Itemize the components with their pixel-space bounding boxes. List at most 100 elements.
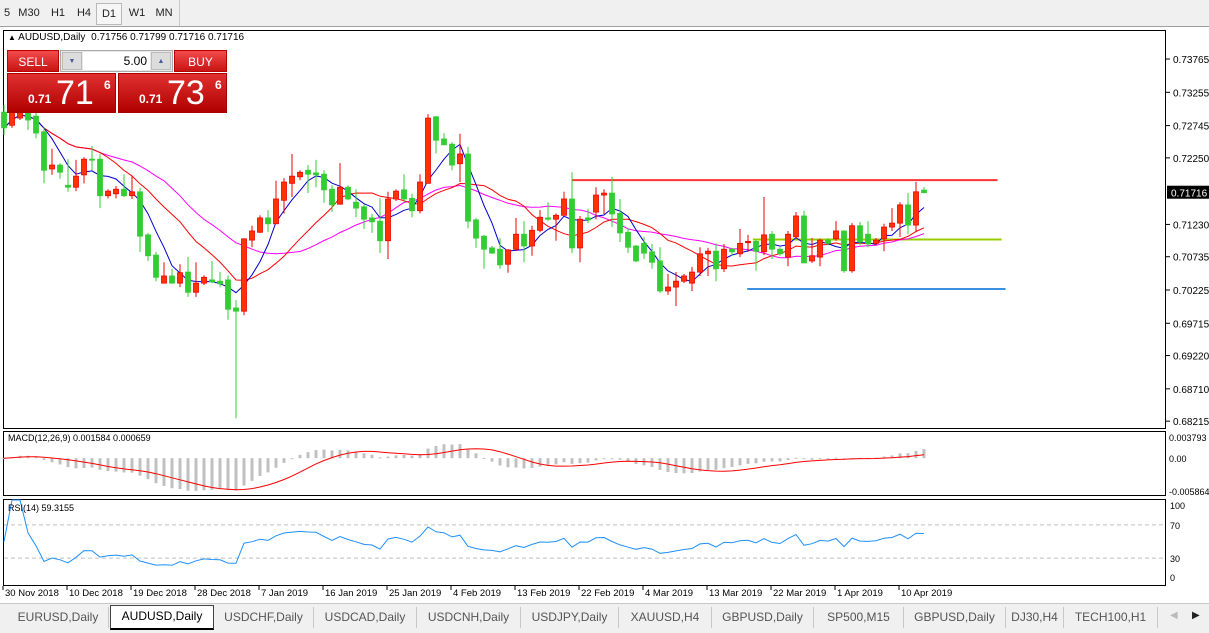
candle-body: [498, 249, 503, 265]
tabs-scroll-left-icon[interactable]: ◀: [1170, 610, 1178, 621]
tab-usdcad-daily[interactable]: USDCAD,Daily: [314, 607, 417, 628]
macd-histogram-bar: [755, 458, 758, 463]
candle-body: [114, 189, 119, 194]
date-tick-label: 4 Mar 2019: [645, 588, 693, 599]
tab-gbpusd-daily-2[interactable]: GBPUSD,Daily: [904, 607, 1006, 628]
tab-tech100-h1[interactable]: TECH100,H1: [1064, 607, 1158, 628]
candle-body: [290, 176, 295, 183]
macd-histogram-bar: [251, 458, 254, 481]
candle-body: [866, 234, 871, 244]
candle-body: [418, 182, 423, 211]
macd-histogram-bar: [803, 458, 806, 459]
chart-tabs-bar: EURUSD,Daily AUDUSD,Daily USDCHF,Daily U…: [0, 603, 1209, 633]
date-tick-label: 7 Jan 2019: [261, 588, 308, 599]
candle: [802, 211, 807, 263]
price-tick-label: 0.73255: [1173, 88, 1209, 99]
macd-histogram-bar: [307, 452, 310, 458]
macd-histogram-bar: [115, 458, 118, 471]
lot-decrease-button[interactable]: ▼: [62, 52, 82, 70]
macd-histogram-bar: [715, 458, 718, 470]
macd-histogram-bar: [411, 456, 414, 459]
sell-price-box[interactable]: 0.71 71 6: [7, 73, 116, 113]
macd-histogram-bar: [907, 453, 910, 458]
candle-body: [234, 308, 239, 311]
macd-histogram-bar: [339, 450, 342, 458]
tab-dj30-h4[interactable]: DJ30,H4: [1006, 607, 1064, 628]
rsi-tick-label: 100: [1170, 501, 1185, 511]
macd-histogram-bar: [323, 450, 326, 459]
candle-body: [874, 240, 879, 243]
buy-price-box[interactable]: 0.71 73 6: [118, 73, 227, 113]
macd-histogram-bar: [539, 458, 542, 466]
candle: [242, 239, 247, 315]
macd-histogram-bar: [147, 458, 150, 479]
candle-body: [10, 112, 15, 125]
chart-frames: [4, 31, 1166, 586]
sell-button[interactable]: SELL: [7, 50, 59, 72]
buy-button[interactable]: BUY: [174, 50, 227, 72]
candle-body: [266, 218, 271, 224]
symbol-label: AUDUSD,Daily: [18, 32, 85, 43]
candle-body: [882, 227, 887, 239]
macd-histogram-bar: [371, 455, 374, 458]
tab-eurusd-daily[interactable]: EURUSD,Daily: [8, 607, 109, 628]
price-tick-label: 0.71230: [1173, 220, 1209, 231]
candle: [258, 215, 263, 233]
macd-tick-label: 0.003793: [1169, 433, 1207, 443]
macd-histogram-bar: [787, 458, 790, 460]
tab-gbpusd-daily[interactable]: GBPUSD,Daily: [712, 607, 814, 628]
lot-increase-button[interactable]: ▲: [151, 52, 171, 70]
macd-histogram-bar: [659, 458, 662, 470]
lot-size-input[interactable]: [83, 52, 150, 70]
rsi-tick-label: 30: [1170, 554, 1180, 564]
tab-usdjpy-daily[interactable]: USDJPY,Daily: [521, 607, 619, 628]
macd-histogram-bar: [83, 458, 86, 468]
chevron-up-icon: ▲: [158, 58, 165, 65]
candle-body: [714, 251, 719, 269]
candle-body: [122, 189, 127, 196]
price-axis: 0.737650.732550.727450.722500.712300.707…: [1166, 55, 1209, 428]
macd-histogram-bar: [131, 458, 134, 472]
tabs-scroll-right-icon[interactable]: ▶: [1192, 610, 1200, 621]
candle-body: [394, 191, 399, 199]
macd-histogram-bar: [379, 457, 382, 458]
candle-body: [666, 287, 671, 291]
candle-body: [858, 226, 863, 242]
tab-audusd-daily[interactable]: AUDUSD,Daily: [110, 605, 214, 630]
candle-body: [578, 219, 583, 248]
macd-histogram-bar: [723, 458, 726, 468]
candle-body: [346, 187, 351, 199]
macd-histogram-bar: [163, 458, 166, 486]
candle-body: [274, 199, 279, 224]
macd-histogram-bar: [443, 444, 446, 458]
macd-histogram-bar: [99, 458, 102, 470]
collapse-triangle-icon[interactable]: ▲: [8, 33, 16, 42]
candle-body: [514, 234, 519, 249]
candle: [466, 147, 471, 229]
macd-histogram-bar: [771, 458, 774, 461]
candle-body: [162, 276, 167, 283]
macd-histogram-bar: [691, 458, 694, 473]
macd-histogram-bar: [499, 458, 502, 465]
tab-xauusd-h4[interactable]: XAUUSD,H4: [619, 607, 712, 628]
tab-usdchf-daily[interactable]: USDCHF,Daily: [214, 607, 314, 628]
macd-histogram-bar: [363, 453, 366, 458]
tab-sp500-m15[interactable]: SP500,M15: [814, 607, 904, 628]
date-tick-label: 28 Dec 2018: [197, 588, 251, 599]
one-click-trading-panel: SELL ▼ ▲ BUY 0.71 71 6 0.71 73 6: [7, 50, 227, 113]
candle-body: [602, 193, 607, 195]
candle: [858, 222, 863, 245]
candle-body: [218, 281, 223, 284]
macd-histogram-bar: [299, 455, 302, 458]
candle-body: [146, 235, 151, 256]
macd-histogram-bar: [123, 458, 126, 472]
tab-usdcnh-daily[interactable]: USDCNH,Daily: [417, 607, 521, 628]
buy-price-pips: 73: [167, 73, 205, 113]
candle-body: [706, 251, 711, 254]
rsi-tick-label: 0: [1170, 573, 1175, 583]
macd-histogram-bar: [75, 458, 78, 468]
macd-histogram-bar: [235, 458, 238, 490]
macd-histogram-bar: [283, 458, 286, 463]
chart-header: ▲ AUDUSD,Daily 0.71756 0.71799 0.71716 0…: [8, 32, 244, 43]
price-tick-label: 0.73765: [1173, 55, 1209, 66]
